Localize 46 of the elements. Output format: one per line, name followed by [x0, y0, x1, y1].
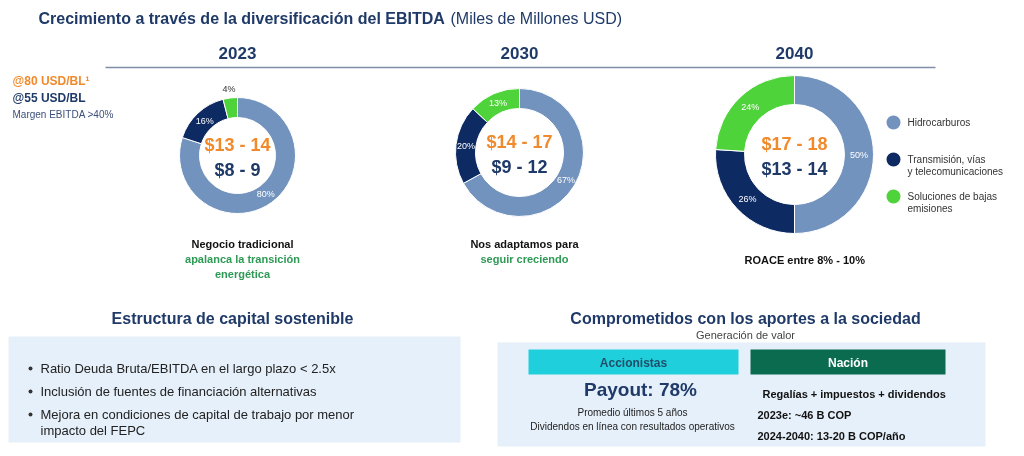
text: Negocio tradicional [191, 237, 294, 250]
text: Regalías + impuestos + dividendos [762, 387, 946, 400]
data-label: 13% [489, 97, 508, 108]
text: Ratio Deuda Bruta/EBITDA en el largo plazo < 2.5x [40, 361, 337, 376]
text: $13 - 14 [761, 158, 828, 179]
text: $8 - 9 [214, 159, 261, 180]
data-label: 20% [456, 140, 475, 151]
text: seguir creciendo [480, 252, 569, 265]
legend-label: Transmisión, vías y telecomunicaciones [907, 153, 1004, 178]
text: Promedio últimos 5 años [577, 407, 688, 418]
data-label: 16% [195, 115, 214, 126]
text: Nos adaptamos para [470, 237, 580, 250]
text: Payout: 78% [584, 379, 698, 400]
text: $17 - 18 [761, 133, 828, 154]
text: ROACE entre 8% - 10% [744, 253, 866, 266]
text: (Miles de Millones USD) [450, 10, 623, 27]
text: Margen EBITDA >40% [12, 109, 114, 120]
text: Accionistas [599, 355, 668, 370]
data-label: 67% [556, 174, 575, 185]
text: Estructura de capital sostenible [111, 310, 354, 327]
text: Generación de valor [695, 328, 796, 341]
chart-title: 2030 [500, 43, 539, 63]
data-label: 26% [738, 193, 757, 204]
text: Inclusión de fuentes de financiación alternativas [40, 384, 318, 399]
text: Mejora en condiciones de capital de trabajo por menor impacto del FEPC [40, 407, 355, 438]
data-label: 24% [741, 102, 760, 113]
text: energética [214, 267, 271, 280]
data-label: 80% [256, 189, 275, 200]
chart-title: 2040 [775, 43, 814, 63]
text: Comprometidos con los aportes a la sociedad [570, 310, 921, 327]
chart-title: 2023 [218, 43, 257, 63]
legend-label: Soluciones de bajas emisiones [907, 190, 998, 215]
text: $14 - 17 [486, 131, 553, 152]
text: $9 - 12 [491, 156, 548, 177]
text: Nación [828, 355, 869, 370]
text: @80 USD/BL¹ [12, 73, 90, 88]
text: @55 USD/BL [12, 90, 86, 105]
text: Crecimiento a través de la diversificación del EBITDA [38, 10, 446, 27]
text: 2023e: ~46 B COP [757, 408, 852, 421]
text: $13 - 14 [204, 134, 271, 155]
text: apalanca la transición [185, 252, 301, 265]
legend-label: Hidrocarburos [907, 117, 971, 128]
text: 2024-2040: 13-20 B COP/año [757, 429, 906, 442]
data-label: 4% [222, 84, 236, 95]
text: Dividendos en línea con resultados operativos [530, 421, 735, 432]
data-label: 50% [849, 149, 869, 160]
